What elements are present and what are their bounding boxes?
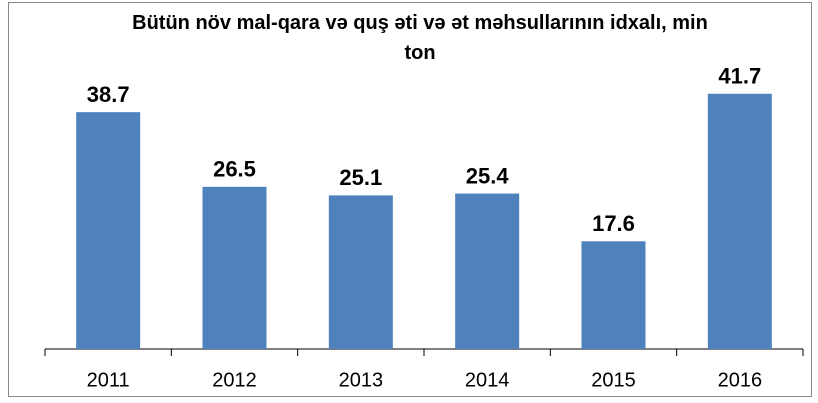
bar [581, 241, 646, 349]
bar [76, 112, 141, 349]
value-label: 17.6 [592, 211, 635, 236]
bar [328, 195, 393, 349]
x-tick-label: 2014 [465, 369, 510, 391]
x-tick-label: 2013 [339, 369, 384, 391]
value-label: 25.4 [466, 163, 510, 188]
x-tick-label: 2016 [718, 369, 763, 391]
bar [202, 186, 267, 349]
x-tick-label: 2015 [591, 369, 636, 391]
value-label: 26.5 [213, 157, 256, 182]
x-tick-label: 2011 [87, 369, 130, 391]
bar [455, 193, 520, 349]
value-label: 41.7 [718, 64, 761, 89]
chart-title: Bütün növ mal-qara və quş əti və ət məhs… [132, 12, 708, 64]
value-label: 25.1 [339, 165, 382, 190]
x-tick-label: 2012 [212, 369, 257, 391]
chart-border [8, 2, 812, 397]
bar [707, 93, 772, 350]
value-label: 38.7 [87, 82, 130, 107]
